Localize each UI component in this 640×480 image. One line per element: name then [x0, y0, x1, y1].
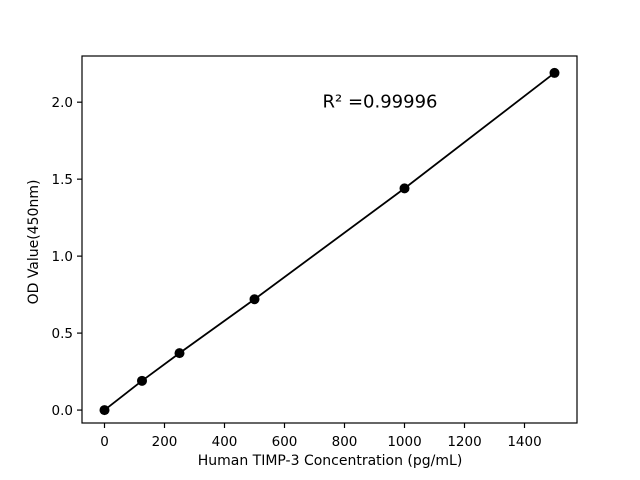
x-tick-label: 0 — [100, 434, 109, 450]
x-tick-label: 1400 — [507, 434, 541, 450]
x-tick-label: 1000 — [387, 434, 421, 450]
data-point — [137, 375, 147, 386]
r-squared-annotation: R² =0.99996 — [322, 91, 438, 113]
y-tick-label: 1.5 — [52, 172, 73, 188]
x-tick-label: 400 — [212, 434, 238, 450]
data-point — [399, 183, 410, 194]
plot-frame — [81, 55, 578, 424]
x-tick-label: 800 — [332, 434, 358, 450]
x-tick-label: 1200 — [447, 434, 481, 450]
x-axis-label: Human TIMP-3 Concentration (pg/mL) — [197, 453, 463, 469]
x-tick-label: 200 — [152, 434, 178, 450]
x-tick-label: 600 — [272, 434, 298, 450]
data-point — [99, 405, 110, 416]
data-point — [549, 67, 560, 78]
data-point — [174, 348, 185, 359]
fit-line — [103, 72, 556, 411]
data-point — [249, 294, 260, 305]
y-tick-label: 0.0 — [52, 403, 73, 419]
y-axis-label: OD Value(450nm) — [26, 179, 42, 305]
y-tick-label: 0.5 — [52, 326, 73, 342]
y-tick-label: 1.0 — [52, 249, 73, 265]
y-tick-label: 2.0 — [52, 95, 73, 111]
